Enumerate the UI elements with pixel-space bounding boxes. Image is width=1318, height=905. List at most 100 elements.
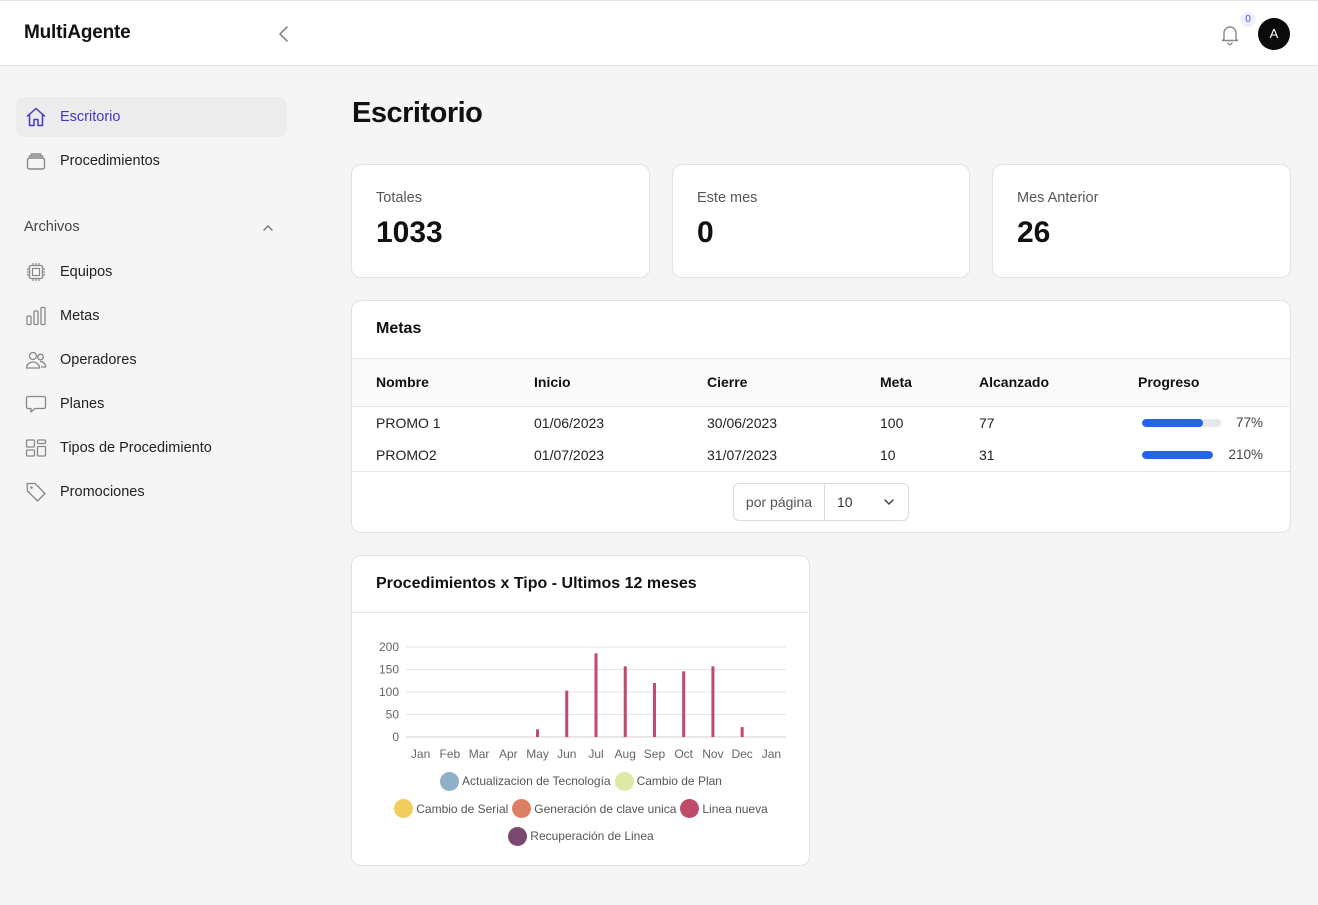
legend-swatch xyxy=(508,826,528,846)
x-tick-label: Oct xyxy=(674,747,693,761)
sidebar-item-label: Planes xyxy=(60,396,105,412)
legend-item[interactable]: Generación de clave unica xyxy=(512,798,676,820)
notifications-button[interactable] xyxy=(1218,22,1242,46)
sidebar-item-operadores[interactable]: Operadores xyxy=(16,340,287,380)
chart-card-divider xyxy=(352,612,809,613)
x-tick-label: Feb xyxy=(440,747,461,761)
stat-label: Totales xyxy=(376,190,422,206)
bar xyxy=(594,653,598,737)
user-avatar[interactable]: A xyxy=(1258,18,1290,50)
section-collapse-toggle[interactable] xyxy=(260,220,276,236)
sidebar-item-label: Procedimientos xyxy=(60,153,160,169)
chat-bubble-icon xyxy=(24,392,48,416)
page-title: Escritorio xyxy=(352,97,483,129)
legend-item[interactable]: Recuperación de Linea xyxy=(508,825,654,847)
sidebar-item-tipos-de-procedimiento[interactable]: Tipos de Procedimiento xyxy=(16,428,287,468)
column-header-inicio[interactable]: Inicio xyxy=(534,374,571,390)
cell-reached: 31 xyxy=(979,447,995,463)
stat-label: Este mes xyxy=(697,190,758,206)
y-tick-label: 150 xyxy=(379,663,399,677)
sidebar-item-promociones[interactable]: Promociones xyxy=(16,472,287,512)
x-tick-label: Mar xyxy=(469,747,490,761)
cell-reached: 77 xyxy=(979,415,995,431)
column-header-nombre[interactable]: Nombre xyxy=(376,374,429,390)
page-size-label: por página xyxy=(734,484,825,520)
cell-name: PROMO 1 xyxy=(376,415,441,431)
bar xyxy=(565,690,569,737)
notifications-badge: 0 xyxy=(1240,12,1256,27)
page-size-select[interactable]: 10 xyxy=(825,494,908,510)
legend-item[interactable]: Cambio de Serial xyxy=(394,798,508,820)
stat-value: 1033 xyxy=(376,216,443,249)
cell-goal: 100 xyxy=(880,415,904,431)
x-tick-label: Jun xyxy=(557,747,576,761)
chip-icon xyxy=(24,260,48,284)
layout-icon xyxy=(24,436,48,460)
legend-swatch xyxy=(440,771,460,791)
legend-label: Cambio de Serial xyxy=(416,801,509,816)
column-header-progreso[interactable]: Progreso xyxy=(1138,374,1200,390)
page-size-value: 10 xyxy=(837,494,853,510)
legend-label: Cambio de Plan xyxy=(636,774,722,788)
bar-chart-icon xyxy=(24,304,48,328)
legend-label: Recuperación de Linea xyxy=(530,829,654,843)
chevron-down-icon xyxy=(884,499,894,506)
brand-logo: MultiAgente xyxy=(24,22,131,43)
sidebar-item-label: Metas xyxy=(60,308,100,324)
legend-row: Cambio de Serial Generación de clave unic… xyxy=(376,798,786,826)
legend-row: Actualizacion de Tecnología Cambio de Pla… xyxy=(376,770,786,798)
bar-chart: 0 50 100 150 200 Jan Feb Mar Apr May Jun Jul Aug Sep O… xyxy=(379,640,786,761)
bar xyxy=(711,666,715,737)
sidebar-item-label: Operadores xyxy=(60,352,137,368)
sidebar-item-metas[interactable]: Metas xyxy=(16,296,287,336)
progress-bar xyxy=(1142,451,1213,459)
stat-card-totales: Totales 1033 xyxy=(351,164,650,278)
bell-icon xyxy=(1221,26,1239,46)
sidebar-item-label: Escritorio xyxy=(60,109,121,125)
legend-swatch xyxy=(512,799,532,818)
column-header-cierre[interactable]: Cierre xyxy=(707,374,748,390)
cell-start: 01/06/2023 xyxy=(534,415,605,431)
legend-row: Recuperación de Linea xyxy=(376,825,786,853)
sidebar-item-escritorio[interactable]: Escritorio xyxy=(16,97,287,137)
column-header-meta[interactable]: Meta xyxy=(880,374,912,390)
cell-end: 30/06/2023 xyxy=(707,415,778,431)
legend-label: Linea nueva xyxy=(702,801,768,816)
home-icon xyxy=(24,105,48,129)
table-footer-divider xyxy=(352,471,1290,472)
x-tick-label: Aug xyxy=(615,747,636,761)
sidebar-item-label: Equipos xyxy=(60,264,113,280)
progress-bar xyxy=(1142,419,1221,427)
page-size-selector: por página 10 xyxy=(733,483,909,521)
legend-item[interactable]: Linea nueva xyxy=(680,798,768,820)
cell-goal: 10 xyxy=(880,447,896,463)
users-icon xyxy=(24,348,48,372)
legend-label: Generación de clave unica xyxy=(534,801,677,816)
y-tick-label: 100 xyxy=(379,685,399,699)
column-header-alcanzado[interactable]: Alcanzado xyxy=(979,374,1050,390)
progress-fill xyxy=(1142,419,1203,427)
legend-swatch xyxy=(614,771,634,791)
x-tick-label: Dec xyxy=(731,747,752,761)
bar xyxy=(682,671,686,737)
sidebar-item-planes[interactable]: Planes xyxy=(16,384,287,424)
sidebar-item-procedimientos[interactable]: Procedimientos xyxy=(16,141,287,181)
legend-label: Actualizacion de Tecnología xyxy=(462,774,611,788)
x-tick-label: Jul xyxy=(588,747,603,761)
stack-icon xyxy=(24,149,48,173)
cell-start: 01/07/2023 xyxy=(534,447,605,463)
top-bar: MultiAgente 0 A xyxy=(0,0,1318,66)
x-tick-label: Jan xyxy=(411,747,430,761)
sidebar-item-equipos[interactable]: Equipos xyxy=(16,252,287,292)
bar xyxy=(740,727,744,737)
chevron-up-icon xyxy=(263,225,273,231)
table-header xyxy=(352,358,1290,407)
y-tick-label: 200 xyxy=(379,640,399,654)
collapse-sidebar-button[interactable] xyxy=(272,22,296,46)
y-tick-label: 50 xyxy=(386,708,400,722)
goals-card: Metas Nombre Inicio Cierre Meta Alcanzad… xyxy=(351,300,1291,533)
bar xyxy=(536,729,540,737)
legend-item[interactable]: Cambio de Plan xyxy=(614,770,722,792)
legend-item[interactable]: Actualizacion de Tecnología xyxy=(440,770,611,792)
legend-swatch xyxy=(680,799,700,818)
